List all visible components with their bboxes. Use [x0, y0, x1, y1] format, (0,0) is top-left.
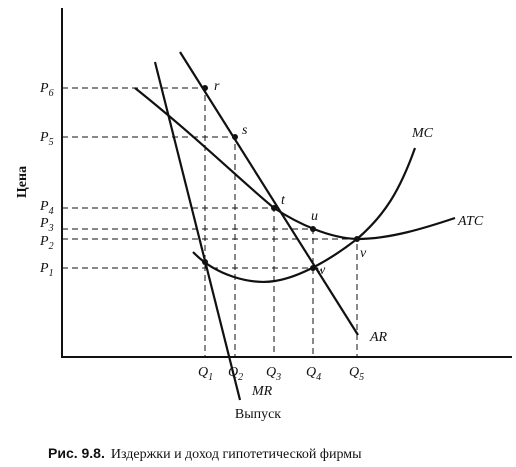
atc-curve: [134, 87, 456, 241]
label-part: Рис. 9.8.: [48, 445, 105, 461]
tick-label: P5: [39, 130, 54, 148]
caption: Рис. 9.8. Издержки и доход гипотетической…: [48, 445, 362, 462]
curve-label: MC: [411, 126, 434, 141]
tick-label: Q5: [349, 365, 364, 383]
label-part: P: [39, 261, 49, 276]
tick-label: Q2: [228, 365, 243, 383]
label-part: 4: [49, 206, 54, 217]
label-part: P: [39, 130, 49, 145]
ar-curve: [179, 51, 359, 336]
label-part: 1: [49, 268, 54, 279]
point-label: w: [316, 263, 326, 278]
points: [202, 85, 360, 271]
label-part: P: [39, 199, 49, 214]
label-part: 6: [49, 88, 54, 99]
label-part: 5: [359, 372, 364, 383]
label-part: P: [39, 81, 49, 96]
curve-label: ATC: [457, 214, 484, 229]
label-part: P: [39, 216, 49, 231]
label-part: 3: [48, 223, 54, 234]
point-label: t: [281, 193, 286, 208]
label-part: Q: [349, 365, 359, 380]
label-part: 2: [49, 241, 54, 252]
label-part: 5: [49, 137, 54, 148]
curve-label: MR: [251, 384, 273, 399]
tick-label: P2: [39, 234, 54, 252]
axes: [61, 8, 512, 358]
label-part: Издержки и доход гипотетической фирмы: [111, 447, 362, 462]
label-part: 1: [208, 372, 213, 383]
tick-label: P4: [39, 199, 54, 217]
tick-label: Q1: [198, 365, 213, 383]
price-labels: P6 P5 P4 P3 P2 P1: [39, 81, 54, 279]
point-label: u: [311, 209, 318, 224]
tick-label: Q4: [306, 365, 321, 383]
tick-label: P6: [39, 81, 54, 99]
label-part: Q: [266, 365, 276, 380]
mc-curve: [192, 147, 417, 283]
quantity-labels: Q1 Q2 Q3 Q4 Q5: [198, 365, 364, 383]
x-axis-label: Выпуск: [235, 407, 281, 422]
tick-label: P1: [39, 261, 54, 279]
label-part: Q: [306, 365, 316, 380]
point-label: r: [214, 79, 220, 94]
label-part: Q: [198, 365, 208, 380]
y-axis-label: Цена: [15, 166, 30, 198]
point-label: s: [242, 123, 248, 138]
mr-curve: [153, 61, 242, 401]
label-part: Q: [228, 365, 238, 380]
label-part: P: [39, 234, 49, 249]
label-part: 3: [275, 372, 281, 383]
point-label: v: [360, 246, 367, 261]
curve-label: AR: [369, 330, 388, 345]
tick-label: P3: [39, 216, 54, 234]
tick-label: Q3: [266, 365, 281, 383]
label-part: 2: [238, 372, 243, 383]
label-part: 4: [316, 372, 321, 383]
